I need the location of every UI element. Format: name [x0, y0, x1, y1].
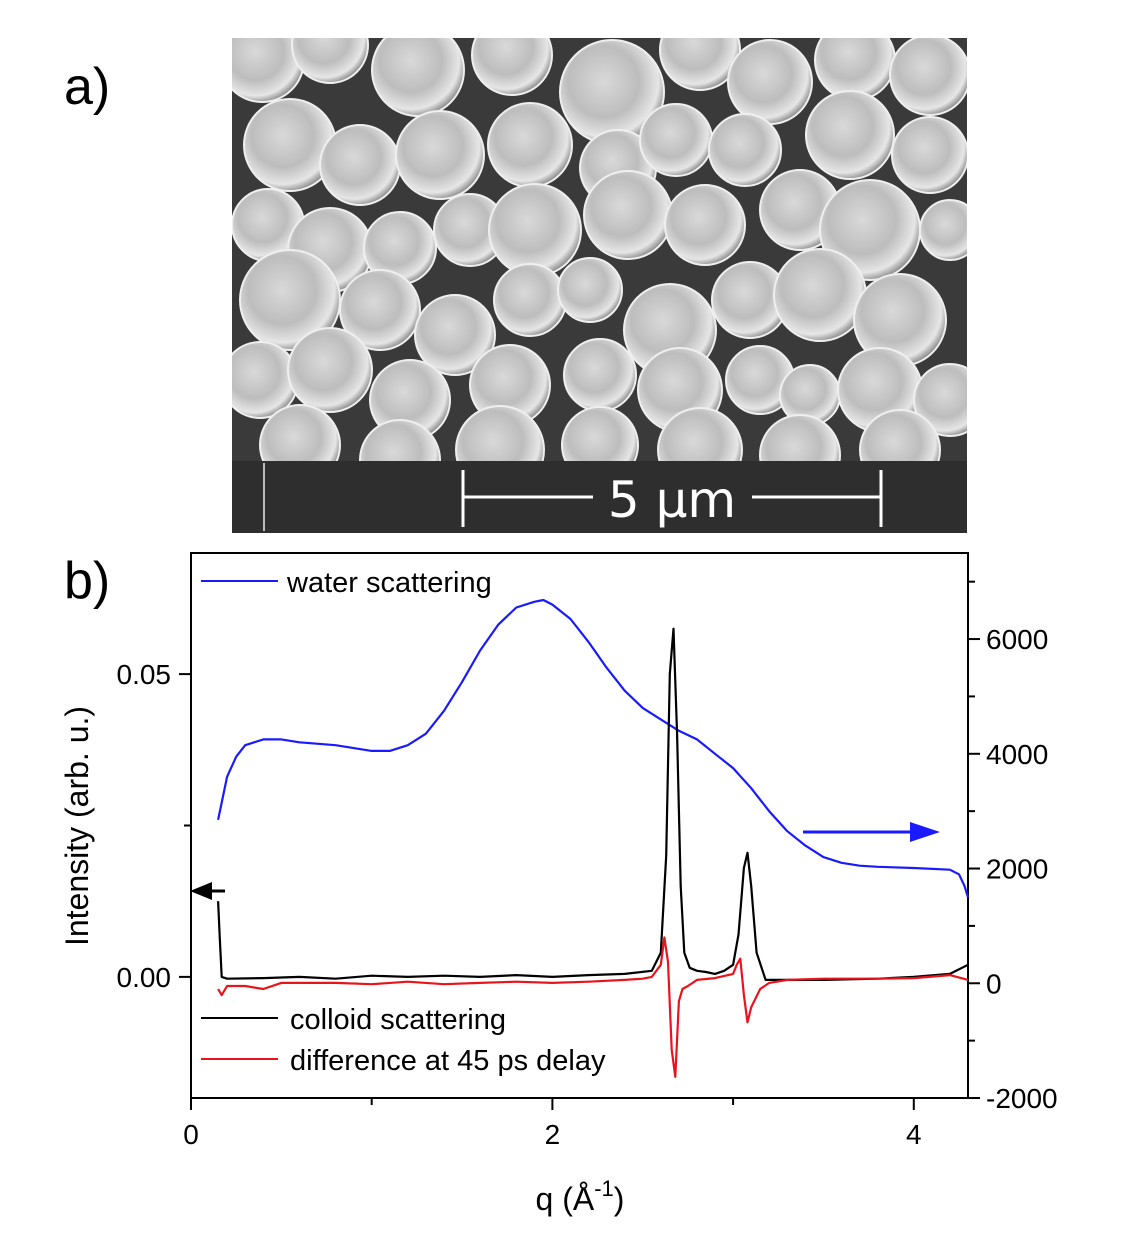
sem-particle	[239, 249, 341, 351]
sem-particle	[583, 170, 673, 260]
sem-particle	[773, 248, 867, 342]
y-axis-title: Intensity (arb. u.)	[59, 706, 95, 946]
y-axis-right: -2000 0 2000 4000 6000	[968, 580, 1058, 1114]
sem-particle	[561, 406, 639, 461]
sem-particle	[291, 38, 369, 84]
series-difference-line	[217, 936, 969, 1078]
series-water-line	[217, 598, 970, 898]
sem-particle	[493, 263, 567, 337]
sem-particle	[232, 38, 305, 103]
legend-bottom: colloid scattering difference at 45 ps d…	[201, 1004, 606, 1077]
x-tick-label: 0	[183, 1119, 199, 1150]
sem-particle	[563, 338, 637, 412]
sem-particle	[919, 199, 967, 261]
x-tick-label: 4	[906, 1119, 922, 1150]
axis-arrow-left	[190, 882, 225, 900]
sem-particle	[339, 269, 421, 351]
sem-particle	[664, 184, 746, 266]
sem-particles	[232, 38, 967, 461]
sem-particle	[371, 38, 465, 117]
sem-particle	[759, 414, 841, 461]
axis-arrow-right	[803, 822, 940, 842]
sem-particle	[889, 38, 967, 116]
sem-particle	[455, 405, 545, 461]
sem-particle	[708, 113, 782, 187]
y-axis-left: 0.00 0.05	[117, 659, 191, 993]
x-axis: 0 2 4	[183, 1098, 922, 1150]
sem-particle	[395, 110, 485, 200]
sem-particle	[471, 38, 553, 96]
sem-particle	[814, 38, 896, 101]
x-tick-label: 2	[545, 1119, 561, 1150]
sem-micrograph	[232, 38, 967, 461]
panel-a-label: a)	[64, 58, 110, 116]
sem-particle	[488, 183, 582, 277]
sem-particle	[319, 124, 401, 206]
y-right-tick-label: 4000	[986, 739, 1048, 770]
legend-difference-label: difference at 45 ps delay	[290, 1045, 606, 1077]
y-left-tick-label: 0.05	[117, 659, 172, 690]
panel-b-label: b)	[64, 552, 110, 610]
sem-particle	[891, 116, 967, 194]
series-group	[217, 598, 970, 1078]
legend-colloid-label: colloid scattering	[290, 1004, 506, 1036]
sem-particle	[659, 38, 741, 91]
sem-particle	[859, 409, 941, 461]
sem-particle	[727, 39, 813, 125]
scale-bar-panel: 5 μm	[232, 461, 967, 533]
sem-particle	[487, 102, 573, 188]
y-right-tick-label: -2000	[986, 1083, 1058, 1114]
sem-particle	[414, 294, 496, 376]
left-axis-arrow-head	[190, 882, 212, 900]
y-right-tick-label: 2000	[986, 854, 1048, 885]
sem-particle	[657, 407, 743, 461]
y-right-tick-label: 6000	[986, 624, 1048, 655]
y-left-tick-label: 0.00	[117, 962, 172, 993]
sem-particle	[639, 103, 713, 177]
legend-water-label: water scattering	[286, 567, 492, 599]
right-axis-arrow-head	[910, 822, 940, 842]
legend-top: water scattering	[201, 567, 492, 599]
series-colloid-line	[217, 627, 969, 982]
scale-bar-label: 5 μm	[608, 471, 736, 529]
y-right-tick-label: 0	[986, 968, 1002, 999]
sem-particle	[359, 419, 441, 461]
sem-particle	[287, 327, 373, 413]
x-axis-title: q (Å-1)	[536, 1176, 625, 1217]
sem-particle	[557, 257, 623, 323]
sem-particle	[259, 404, 341, 461]
sem-particle	[913, 363, 967, 437]
sem-particle	[805, 90, 895, 180]
